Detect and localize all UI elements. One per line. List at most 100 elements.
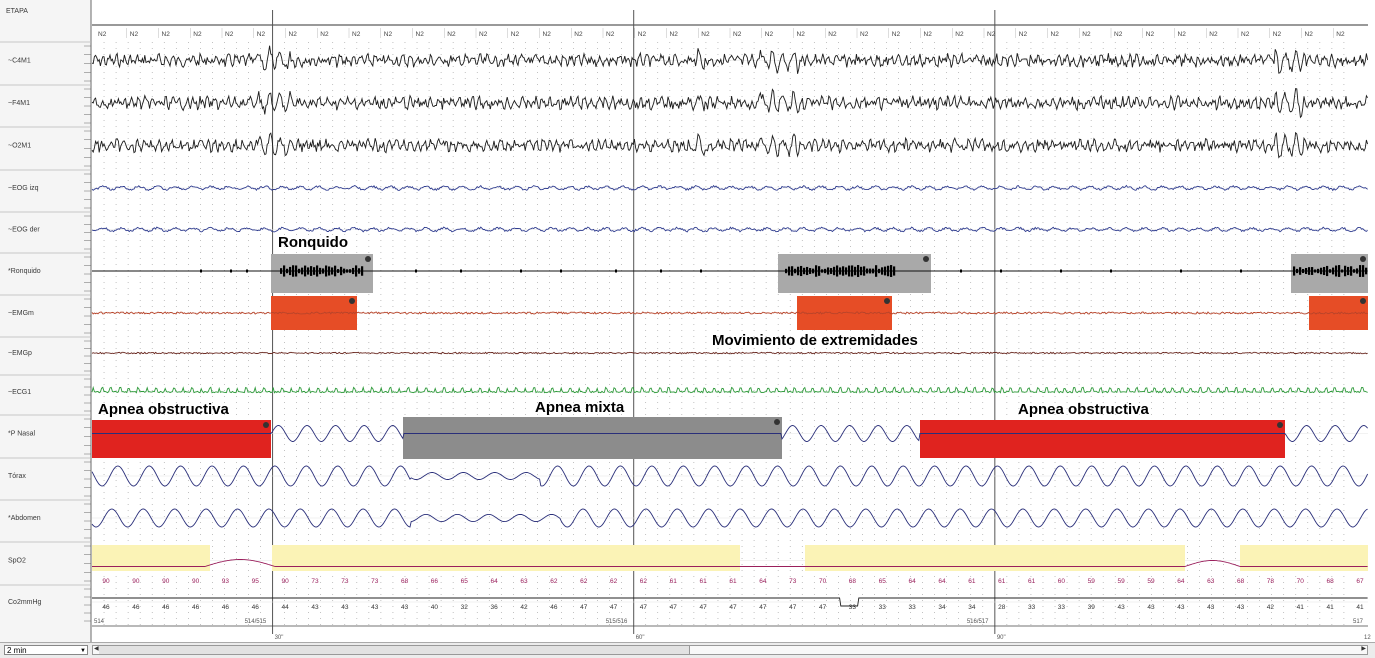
channel-label: Tórax xyxy=(8,473,26,480)
snore-burst xyxy=(854,266,857,276)
annotation-apnea-obstructive-2: Apnea obstructiva xyxy=(1018,401,1150,418)
snore-burst xyxy=(361,266,364,276)
snore-burst xyxy=(340,266,343,276)
scrollbar-thumb[interactable] xyxy=(99,646,690,654)
co2-value: 47 xyxy=(759,604,767,611)
spo2-value: 65 xyxy=(461,578,469,585)
co2-value: 47 xyxy=(789,604,797,611)
snore-burst xyxy=(1326,265,1329,277)
spo2-value: 67 xyxy=(1356,578,1364,585)
scroll-left-icon[interactable]: ◀ xyxy=(94,646,99,652)
spo2-value: 90 xyxy=(282,578,290,585)
snore-burst xyxy=(1302,268,1305,274)
snore-burst xyxy=(878,268,881,274)
stage-label: N2 xyxy=(511,31,520,38)
snore-burst xyxy=(343,268,346,274)
stage-label: N2 xyxy=(1305,31,1314,38)
spo2-value: 62 xyxy=(640,578,648,585)
spo2-value: 90 xyxy=(192,578,200,585)
time-axis: 30" 60" 90" 12 514 514/515 515/516 516/517 517 xyxy=(92,619,1371,641)
spo2-value: 59 xyxy=(1088,578,1096,585)
co2-value: 43 xyxy=(1118,604,1126,611)
snore-burst xyxy=(803,267,806,275)
snore-burst xyxy=(785,268,788,274)
stage-label: N2 xyxy=(924,31,933,38)
spo2-value: 59 xyxy=(1147,578,1155,585)
snore-burst xyxy=(1296,268,1299,274)
co2-value: 42 xyxy=(1267,604,1275,611)
spo2-value: 62 xyxy=(580,578,588,585)
stage-label: N2 xyxy=(1051,31,1060,38)
snore-burst xyxy=(355,265,358,277)
spo2-value: 61 xyxy=(1028,578,1036,585)
snore-burst xyxy=(875,265,878,277)
stage-label: N2 xyxy=(797,31,806,38)
spo2-value: 90 xyxy=(162,578,170,585)
channel-label-panel xyxy=(0,0,91,642)
trace-trax xyxy=(91,465,1369,487)
co2-value: 47 xyxy=(670,604,678,611)
snore-burst xyxy=(358,268,361,274)
snore-burst xyxy=(1060,269,1062,273)
co2-value: 46 xyxy=(192,604,200,611)
scroll-right-icon[interactable]: ▶ xyxy=(1361,646,1366,652)
stage-label: N2 xyxy=(1019,31,1028,38)
co2-value: 43 xyxy=(371,604,379,611)
snore-burst xyxy=(800,265,803,277)
co2-value: 41 xyxy=(1327,604,1335,611)
stage-label: N2 xyxy=(606,31,615,38)
snore-burst xyxy=(848,265,851,277)
stage-label: N2 xyxy=(289,31,298,38)
horizontal-scrollbar[interactable]: ◀ ▶ xyxy=(92,645,1368,655)
snore-burst xyxy=(1362,265,1365,277)
snore-burst xyxy=(200,269,202,273)
snore-burst xyxy=(893,266,896,276)
limb-movement-event-marker xyxy=(1360,298,1366,304)
bottom-toolbar: 2 min ▼ ◀ ▶ xyxy=(0,642,1375,658)
snore-burst xyxy=(866,268,869,274)
snore-burst xyxy=(884,266,887,276)
stage-label: N2 xyxy=(479,31,488,38)
annotation-limb-movement: Movimiento de extremidades xyxy=(712,332,918,349)
zoom-select-value: 2 min xyxy=(7,646,27,655)
stage-label: N2 xyxy=(860,31,869,38)
spo2-value: 90 xyxy=(102,578,110,585)
trace-layer xyxy=(91,45,1369,607)
spo2-value: 62 xyxy=(550,578,558,585)
co2-value: 43 xyxy=(341,604,349,611)
stage-label: N2 xyxy=(257,31,266,38)
co2-value: 36 xyxy=(491,604,499,611)
stage-label: N2 xyxy=(733,31,742,38)
co2-value: 33 xyxy=(1058,604,1066,611)
label-layer: ~C4M1 ~F4M1 ~O2M1 ~EOG izq ~EOG der *Ronquido… xyxy=(8,58,42,607)
spo2-value: 68 xyxy=(1327,578,1335,585)
snore-burst xyxy=(301,267,304,275)
epoch-number: 516/517 xyxy=(967,619,989,625)
snore-burst xyxy=(1180,269,1182,273)
desaturation-band xyxy=(1240,545,1368,571)
spo2-value: 61 xyxy=(700,578,708,585)
snore-event-marker xyxy=(923,256,929,262)
apnea-mixed-event xyxy=(403,417,782,459)
snore-burst xyxy=(1365,267,1368,275)
snore-burst xyxy=(1305,267,1308,275)
zoom-select[interactable]: 2 min ▼ xyxy=(4,645,88,655)
spo2-value: 64 xyxy=(491,578,499,585)
desaturation-band xyxy=(272,545,740,571)
co2-value: 33 xyxy=(909,604,917,611)
spo2-value: 93 xyxy=(222,578,230,585)
channel-label: ~O2M1 xyxy=(8,143,31,150)
spo2-value: 61 xyxy=(670,578,678,585)
snore-burst xyxy=(298,268,301,274)
co2-value: 46 xyxy=(102,604,110,611)
stage-label: N2 xyxy=(130,31,139,38)
snore-burst xyxy=(806,266,809,276)
stage-label: N2 xyxy=(1178,31,1187,38)
apnea-obstructive-event xyxy=(920,420,1285,458)
spo2-value: 63 xyxy=(1207,578,1215,585)
snore-burst xyxy=(230,269,232,273)
snore-burst xyxy=(1000,269,1002,273)
co2-value: 43 xyxy=(1207,604,1215,611)
co2-value: 47 xyxy=(819,604,827,611)
snore-burst xyxy=(1347,266,1350,276)
